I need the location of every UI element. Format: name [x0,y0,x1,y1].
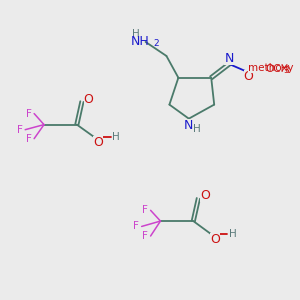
Text: O: O [200,190,210,202]
Text: O: O [93,136,103,149]
Text: H: H [112,132,120,142]
Text: H: H [132,28,140,38]
Text: H: H [193,124,201,134]
Text: N: N [224,52,234,65]
Text: N: N [184,119,194,132]
Text: F: F [26,109,32,118]
Text: NH: NH [131,35,149,48]
Text: O: O [244,70,254,83]
Text: O: O [210,233,220,246]
Text: F: F [142,205,148,215]
Text: OCH: OCH [266,64,289,74]
Text: O: O [83,93,93,106]
Text: F: F [26,134,32,144]
Text: 3: 3 [284,66,289,75]
Text: F: F [142,231,148,241]
Text: methoxy: methoxy [248,63,293,73]
Text: F: F [133,221,139,231]
Text: H: H [229,229,236,238]
Text: F: F [17,125,23,135]
Text: 2: 2 [153,39,159,48]
